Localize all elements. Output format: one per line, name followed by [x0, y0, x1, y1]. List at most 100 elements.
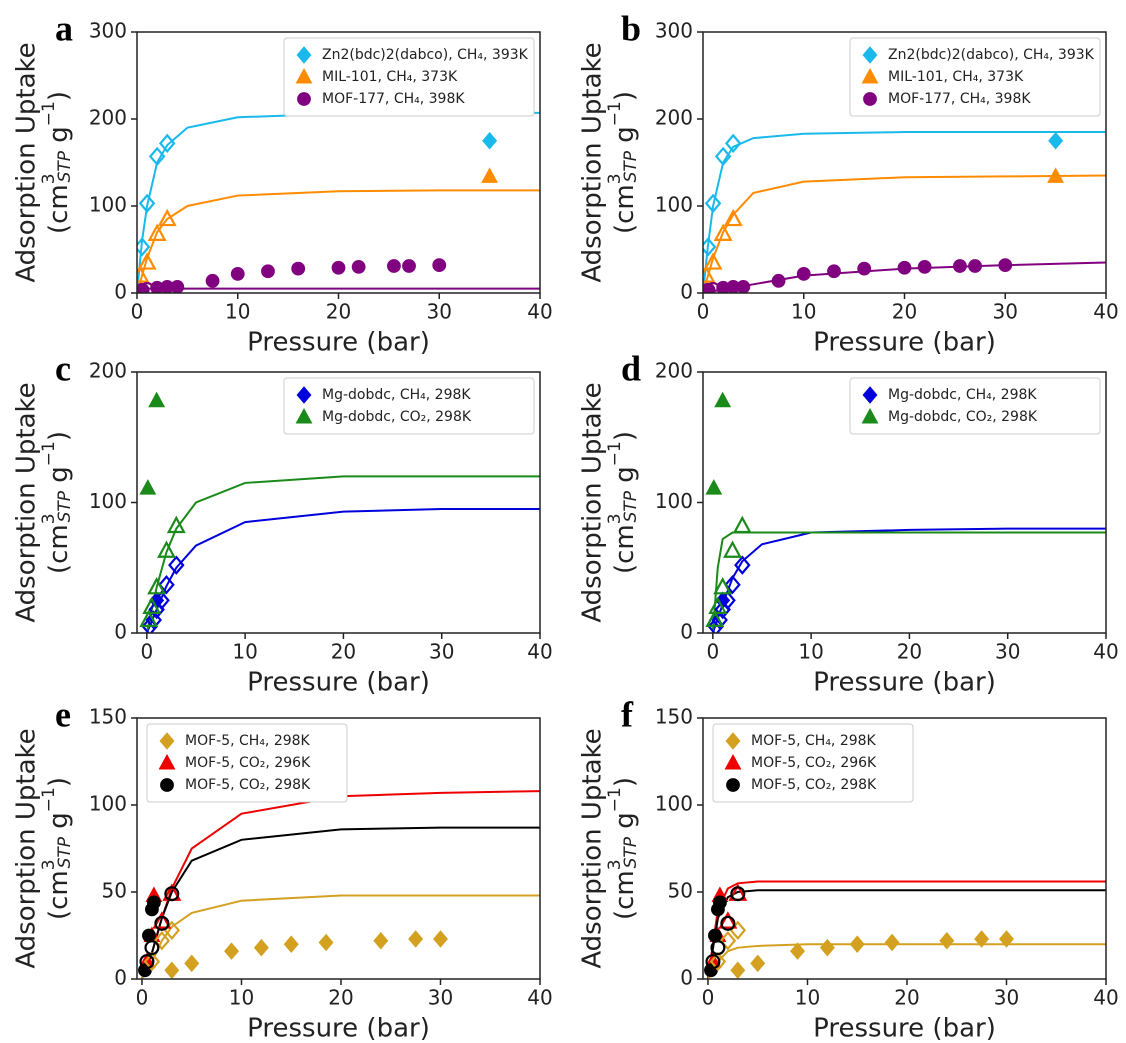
y-unit-part: ) [610, 777, 640, 787]
y-tick-label: 100 [89, 792, 127, 816]
y-tick-label: 100 [655, 489, 693, 513]
panel-label: b [621, 8, 641, 48]
y-tick-label: 200 [655, 359, 693, 383]
y-axis-unit: (cm3STP g−1) [39, 431, 75, 574]
x-axis-label: Pressure (bar) [247, 668, 430, 698]
x-tick-label: 30 [995, 640, 1020, 664]
fit-curve [706, 889, 1106, 979]
x-tick-label: 0 [136, 986, 149, 1010]
y-unit-part: −1 [605, 441, 625, 466]
y-unit-part: STP [55, 150, 75, 182]
marker [734, 555, 751, 575]
marker [291, 261, 306, 276]
y-axis-unit: (cm3STP g−1) [605, 777, 641, 920]
x-axis-label: Pressure (bar) [247, 328, 430, 358]
x-axis-label: Pressure (bar) [813, 328, 996, 358]
x-axis-label: Pressure (bar) [813, 1014, 996, 1043]
y-unit-part: (cm [44, 870, 74, 920]
marker [147, 577, 167, 595]
marker [732, 515, 752, 534]
marker [142, 928, 156, 943]
marker [159, 732, 175, 750]
x-tick-label: 40 [1093, 986, 1118, 1010]
marker [147, 223, 167, 241]
y-axis-label: Adsorption Uptake [12, 728, 42, 968]
marker [139, 609, 159, 628]
x-tick-label: 40 [1093, 640, 1118, 664]
x-tick-label: 20 [328, 986, 353, 1010]
y-unit-part: g [610, 812, 640, 837]
marker [166, 515, 186, 534]
legend-label: Zn2(bdc)2(dabco), CH₄, 393K [888, 47, 1095, 63]
y-axis-label: Adsorption Uptake [578, 42, 608, 282]
y-tick-label: 200 [89, 359, 127, 383]
marker [1047, 167, 1065, 183]
y-tick-label: 0 [680, 620, 693, 644]
marker [148, 146, 166, 167]
marker [708, 596, 728, 615]
axes-frame [136, 717, 541, 980]
marker [224, 942, 239, 960]
marker [142, 596, 162, 615]
y-unit-part: g [44, 466, 74, 491]
marker [819, 938, 835, 957]
fit-curve [145, 508, 540, 633]
y-unit-part: −1 [39, 787, 59, 812]
x-tick-label: 10 [798, 640, 823, 664]
fit-curve [711, 527, 1106, 633]
y-unit-part: 3 [39, 513, 59, 524]
x-tick-label: 0 [131, 300, 144, 324]
legend-label: MOF-5, CO₂, 298K [185, 777, 311, 793]
legend-label: MIL-101, CH₄, 373K [888, 69, 1024, 85]
y-tick-label: 200 [89, 106, 127, 130]
plot-area [139, 391, 540, 633]
marker [796, 266, 811, 281]
panel-label: f [621, 694, 634, 734]
marker [968, 259, 982, 273]
plot-area [137, 111, 540, 293]
marker [861, 407, 879, 424]
y-unit-part: STP [621, 150, 641, 182]
x-tick-label: 40 [527, 986, 552, 1010]
marker [862, 46, 878, 64]
marker [726, 778, 740, 792]
y-unit-part: STP [55, 836, 75, 868]
y-axis-label: Adsorption Uptake [578, 728, 608, 968]
marker [230, 266, 245, 281]
y-tick-label: 300 [89, 19, 127, 43]
marker [884, 933, 900, 952]
panel-label: c [55, 348, 71, 388]
marker [790, 942, 805, 960]
marker [139, 282, 155, 293]
marker [723, 208, 743, 227]
marker [730, 961, 746, 979]
marker [139, 479, 157, 495]
y-tick-label: 0 [680, 966, 693, 990]
y-unit-part: ) [44, 91, 74, 101]
marker [148, 391, 166, 408]
plot-area [705, 391, 1106, 633]
marker [205, 273, 220, 288]
marker [861, 67, 879, 84]
y-unit-part: g [610, 466, 640, 491]
marker [432, 258, 447, 273]
marker [750, 954, 766, 973]
y-tick-label: 50 [668, 879, 693, 903]
marker [158, 753, 176, 770]
y-unit-part: STP [621, 490, 641, 522]
legend-label: Mg-dobdc, CH₄, 298K [322, 387, 471, 403]
y-unit-part: (cm [610, 870, 640, 920]
fit-curve [141, 826, 540, 979]
x-tick-label: 40 [527, 640, 552, 664]
marker [723, 540, 742, 558]
marker [157, 208, 177, 227]
y-unit-part: −1 [39, 101, 59, 126]
plot-area [138, 790, 540, 979]
legend-box [146, 723, 348, 803]
marker [719, 590, 736, 611]
legend-label: MOF-5, CO₂, 296K [751, 755, 877, 771]
marker [138, 193, 156, 214]
y-tick-label: 0 [114, 280, 127, 304]
marker [713, 223, 733, 241]
fit-curve [145, 475, 540, 633]
